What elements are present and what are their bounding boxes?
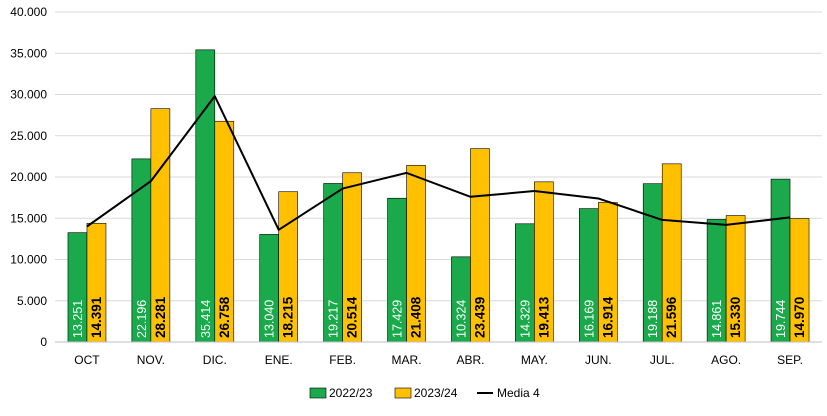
- y-tick-label: 10.000: [10, 253, 47, 267]
- x-axis-ticks: OCT NOV. DIC. ENE. FEB. MAR. ABR. MAY. JUN. JUL. A…: [55, 341, 822, 367]
- y-tick-label: 15.000: [10, 211, 47, 225]
- data-label-2023-24-dic: 26.758: [217, 296, 232, 338]
- legend-label-media-4: Media 4: [497, 386, 540, 400]
- average-line: [86, 95, 791, 231]
- data-label-2022-23-ene: 13.040: [263, 300, 277, 338]
- data-label-2023-24-mar: 21.408: [409, 296, 424, 338]
- legend-label-2022-23: 2022/23: [329, 386, 373, 400]
- y-tick-label: 20.000: [10, 170, 47, 184]
- gridlines: [55, 11, 822, 343]
- x-tick-label: MAY.: [521, 353, 548, 367]
- x-tick-label: DIC.: [203, 353, 227, 367]
- x-tick-label: OCT: [74, 353, 100, 367]
- data-label-2022-23-ago: 14.861: [710, 300, 724, 338]
- bar-2022-23-dic: [195, 49, 216, 343]
- y-tick-label: 40.000: [10, 5, 47, 19]
- x-tick-label: AGO.: [711, 353, 741, 367]
- x-tick-label: SEP.: [777, 353, 803, 367]
- data-label-2023-24-jun: 16.914: [600, 296, 615, 338]
- legend-swatch-2022-23: [309, 387, 327, 399]
- y-tick-label: 0: [40, 335, 47, 349]
- data-label-2023-24-may: 19.413: [536, 296, 551, 338]
- data-label-2022-23-nov: 22.196: [135, 300, 149, 338]
- data-label-2022-23-sep: 19.744: [774, 300, 788, 338]
- x-tick-label: ENE.: [265, 353, 293, 367]
- data-label-2022-23-jul: 19.188: [646, 300, 660, 338]
- data-label-2022-23-oct: 13.251: [71, 300, 85, 338]
- data-label-2022-23-may: 14.329: [518, 300, 532, 338]
- data-label-2023-24-jul: 21.596: [664, 296, 679, 338]
- x-tick-label: ABR.: [456, 353, 484, 367]
- x-tick-label: JUN.: [585, 353, 612, 367]
- data-label-2022-23-jun: 16.169: [582, 300, 596, 338]
- legend-label-2023-24: 2023/24: [414, 386, 458, 400]
- y-tick-label: 25.000: [10, 129, 47, 143]
- y-tick-label: 30.000: [10, 88, 47, 102]
- data-label-2022-23-abr: 10.324: [454, 300, 468, 338]
- y-tick-label: 5.000: [17, 294, 47, 308]
- data-label-2022-23-feb: 19.217: [327, 300, 341, 338]
- data-label-2023-24-oct: 14.391: [89, 296, 104, 338]
- line-media-4: [86, 95, 791, 231]
- x-tick-label: JUL.: [650, 353, 675, 367]
- data-label-2023-24-feb: 20.514: [345, 296, 360, 338]
- y-tick-label: 35.000: [10, 46, 47, 60]
- bars: 13.251 14.391 22.196 28.281 35.414 26.758 13.0…: [67, 49, 810, 343]
- x-tick-label: FEB.: [329, 353, 356, 367]
- x-tick-label: MAR.: [392, 353, 422, 367]
- data-label-2022-23-mar: 17.429: [391, 300, 405, 338]
- data-label-2023-24-abr: 23.439: [472, 297, 487, 338]
- data-label-2022-23-dic: 35.414: [199, 300, 213, 338]
- data-label-2023-24-sep: 14.970: [792, 297, 807, 338]
- data-label-2023-24-nov: 28.281: [153, 296, 168, 338]
- legend-swatch-2023-24: [394, 387, 412, 399]
- legend: 2022/23 2023/24 Media 4: [309, 386, 540, 400]
- data-label-2023-24-ene: 18.215: [281, 296, 296, 338]
- y-axis-ticks: 0 5.000 10.000 15.000 20.000 25.000 30.000 35.0…: [10, 5, 47, 349]
- x-tick-label: NOV.: [137, 353, 165, 367]
- data-label-2023-24-ago: 15.330: [728, 297, 743, 338]
